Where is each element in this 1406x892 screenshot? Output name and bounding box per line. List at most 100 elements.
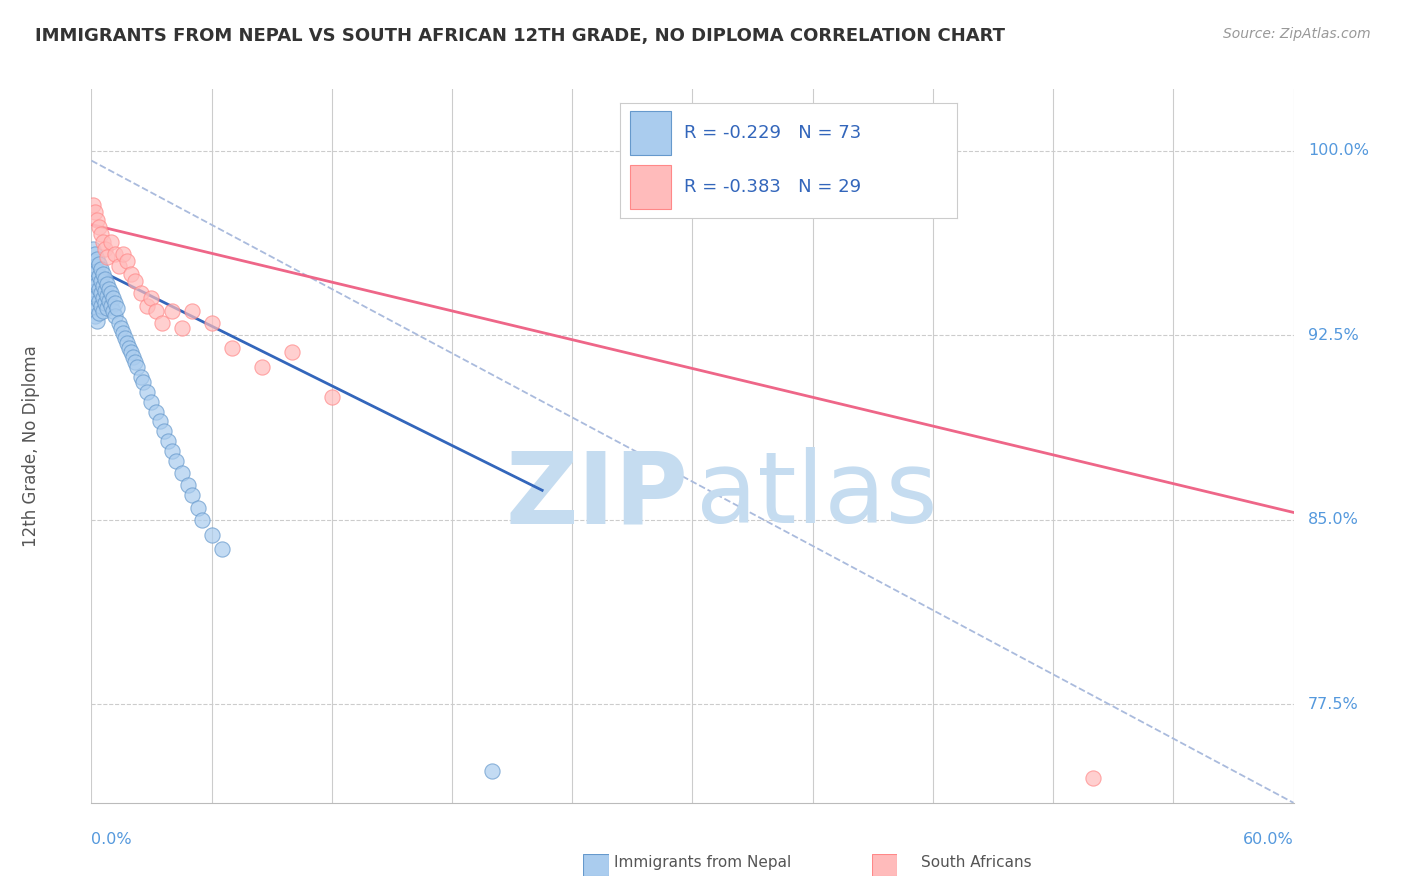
Point [84,309,107,323]
Point [89,293,111,308]
Point [82,267,104,281]
Point [108,260,131,274]
Point [96,289,118,303]
Point [132,375,155,389]
Point [94,242,117,256]
Text: 0.0%: 0.0% [91,832,132,847]
Point [121,267,143,281]
Point [94,296,117,310]
Point [90,261,112,276]
Point [124,355,146,369]
Point [89,219,111,234]
Bar [630,165,671,209]
Point [84,284,107,298]
Point [221,341,243,355]
Text: 85.0%: 85.0% [1308,512,1358,527]
Point [145,404,167,418]
Point [117,335,139,350]
Point [82,198,104,212]
Point [100,286,122,301]
Point [100,235,122,249]
Point [89,269,111,284]
Text: atlas: atlas [696,448,938,544]
Point [211,542,233,557]
Point [108,316,131,330]
Point [131,286,153,301]
Point [100,299,122,313]
Point [104,309,127,323]
Point [103,291,125,305]
Text: IMMIGRANTS FROM NEPAL VS SOUTH AFRICAN 12TH GRADE, NO DIPLOMA CORRELATION CHART: IMMIGRANTS FROM NEPAL VS SOUTH AFRICAN 1… [35,27,1005,45]
Point [118,341,141,355]
Point [136,384,159,399]
Point [281,345,304,359]
Point [82,254,104,268]
Point [96,277,118,291]
Point [124,274,146,288]
Point [96,301,118,316]
Point [89,257,111,271]
Point [84,247,107,261]
Point [93,279,115,293]
Point [86,313,108,327]
Point [114,331,136,345]
Text: ZIP: ZIP [506,448,689,544]
Point [127,360,149,375]
Point [84,205,107,219]
Point [150,316,173,330]
Text: 60.0%: 60.0% [1243,832,1294,847]
Point [160,444,183,458]
Point [156,434,179,448]
Point [141,291,163,305]
Text: 77.5%: 77.5% [1308,697,1358,712]
Text: Source: ZipAtlas.com: Source: ZipAtlas.com [1223,27,1371,41]
Text: 12th Grade, No Diploma: 12th Grade, No Diploma [22,345,41,547]
Point [90,299,112,313]
Point [82,291,104,305]
Point [250,360,273,375]
Point [86,277,108,291]
Point [110,321,132,335]
Point [94,271,117,285]
Point [98,293,121,308]
Point [180,488,202,502]
Point [86,264,108,278]
Point [82,279,104,293]
Text: 92.5%: 92.5% [1308,327,1358,343]
Point [89,306,111,320]
Point [170,466,193,480]
Point [98,281,121,295]
Point [201,527,224,541]
Point [89,281,111,295]
Point [104,247,127,261]
Point [201,316,224,330]
Point [103,303,125,318]
Point [84,296,107,310]
Point [136,299,159,313]
Point [121,345,143,359]
Text: 100.0%: 100.0% [1308,144,1369,158]
Point [112,247,135,261]
Point [152,424,174,438]
Point [148,414,170,428]
Point [160,303,183,318]
Point [481,764,503,778]
Point [96,250,118,264]
Point [107,301,129,316]
Point [180,303,202,318]
Point [321,390,343,404]
Point [93,235,115,249]
Point [93,267,115,281]
Point [190,513,212,527]
Point [1083,771,1105,785]
Point [131,370,153,384]
Point [145,303,167,318]
Point [86,289,108,303]
Point [90,286,112,301]
Point [86,252,108,266]
Point [82,242,104,256]
Point [90,274,112,288]
Point [86,301,108,316]
Point [86,212,108,227]
Point [141,394,163,409]
